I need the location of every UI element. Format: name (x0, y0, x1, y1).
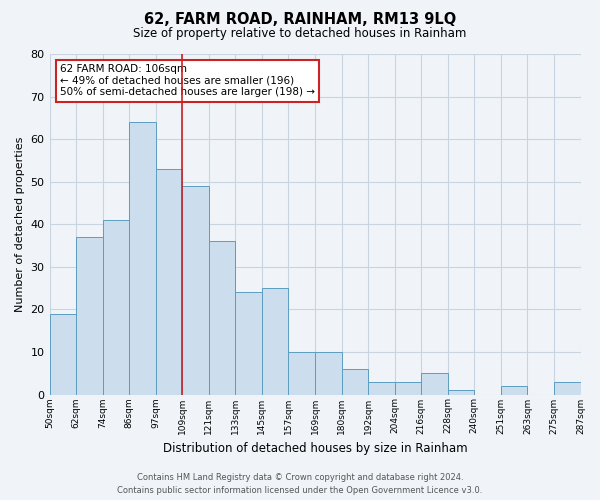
Bar (182, 186, 209, 394)
Text: Size of property relative to detached houses in Rainham: Size of property relative to detached ho… (133, 28, 467, 40)
Bar (262, 288, 289, 395)
Bar (368, 382, 395, 394)
Text: 62 FARM ROAD: 106sqm
← 49% of detached houses are smaller (196)
50% of semi-deta: 62 FARM ROAD: 106sqm ← 49% of detached h… (60, 64, 315, 98)
Bar (315, 352, 341, 395)
Bar (129, 122, 156, 394)
Bar (341, 369, 368, 394)
Bar (235, 292, 262, 394)
Bar (156, 169, 182, 394)
Bar (448, 390, 475, 394)
Text: Contains HM Land Registry data © Crown copyright and database right 2024.
Contai: Contains HM Land Registry data © Crown c… (118, 473, 482, 495)
X-axis label: Distribution of detached houses by size in Rainham: Distribution of detached houses by size … (163, 442, 467, 455)
Bar (209, 242, 235, 394)
Bar (395, 382, 421, 394)
Text: 62, FARM ROAD, RAINHAM, RM13 9LQ: 62, FARM ROAD, RAINHAM, RM13 9LQ (144, 12, 456, 28)
Y-axis label: Number of detached properties: Number of detached properties (15, 136, 25, 312)
Bar (421, 373, 448, 394)
Bar (103, 220, 129, 394)
Bar (76, 237, 103, 394)
Bar (554, 382, 581, 394)
Bar (289, 352, 315, 395)
Bar (501, 386, 527, 394)
Bar (50, 314, 76, 394)
